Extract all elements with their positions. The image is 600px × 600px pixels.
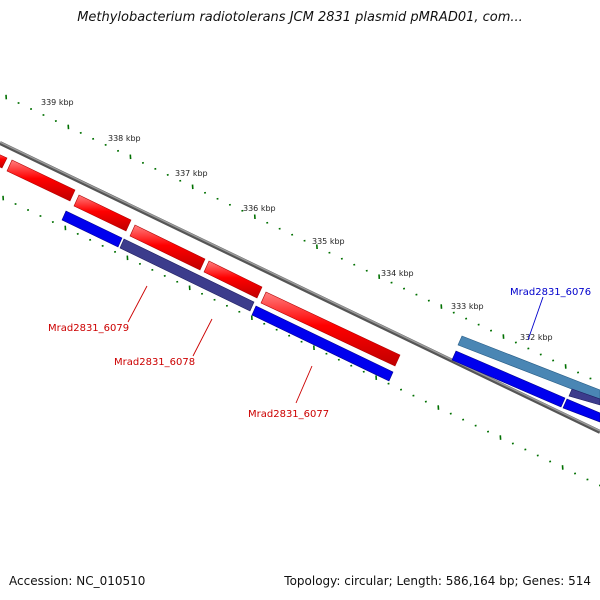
gene-label-6079[interactable]: Mrad2831_6079 xyxy=(48,323,129,334)
gene-label-6077[interactable]: Mrad2831_6077 xyxy=(248,409,329,420)
kbp-label: 339 kbp xyxy=(41,98,74,107)
gene-forward-1[interactable] xyxy=(0,152,8,169)
map-title: Methylobacterium radiotolerans JCM 2831 … xyxy=(77,10,523,25)
kbp-label: 333 kbp xyxy=(451,302,484,311)
reverse-strand-genes xyxy=(61,210,600,423)
genome-backbone xyxy=(0,141,600,434)
gene-reverse-small[interactable] xyxy=(568,388,600,406)
kbp-label: 336 kbp xyxy=(243,204,276,213)
gene-reverse-6077[interactable] xyxy=(251,305,394,382)
forward-strand-genes xyxy=(0,152,401,367)
kbp-label: 335 kbp xyxy=(312,237,345,246)
kbp-label: 338 kbp xyxy=(108,134,141,143)
kbp-label: 332 kbp xyxy=(520,333,553,342)
kbp-label: 337 kbp xyxy=(175,169,208,178)
gene-reverse-6076[interactable] xyxy=(457,335,600,401)
gene-label-leaders xyxy=(127,285,544,404)
gene-forward-3[interactable] xyxy=(73,194,132,232)
kbp-label: 334 kbp xyxy=(381,269,414,278)
gene-reverse-6078[interactable] xyxy=(119,238,255,312)
gene-label-6076[interactable]: Mrad2831_6076 xyxy=(510,287,591,298)
gene-forward-5[interactable] xyxy=(203,260,263,299)
genome-summary: Topology: circular; Length: 586,164 bp; … xyxy=(284,574,591,588)
gene-labels: Mrad2831_6079 Mrad2831_6078 Mrad2831_607… xyxy=(48,287,591,420)
gene-forward-2[interactable] xyxy=(6,159,76,202)
gene-forward-6[interactable] xyxy=(260,291,401,367)
gene-forward-4[interactable] xyxy=(129,224,206,271)
gene-reverse-6075[interactable] xyxy=(451,350,566,408)
accession-label: Accession: NC_010510 xyxy=(9,574,146,588)
gene-reverse-6079[interactable] xyxy=(61,210,123,248)
gene-label-6078[interactable]: Mrad2831_6078 xyxy=(114,357,195,368)
gene-reverse-6074[interactable] xyxy=(562,398,600,423)
inner-tick-track xyxy=(2,195,600,487)
kbp-labels: 339 kbp 338 kbp 337 kbp 336 kbp 335 kbp … xyxy=(41,98,553,342)
genome-backbone-highlight xyxy=(0,141,600,432)
outer-tick-track xyxy=(5,94,592,380)
